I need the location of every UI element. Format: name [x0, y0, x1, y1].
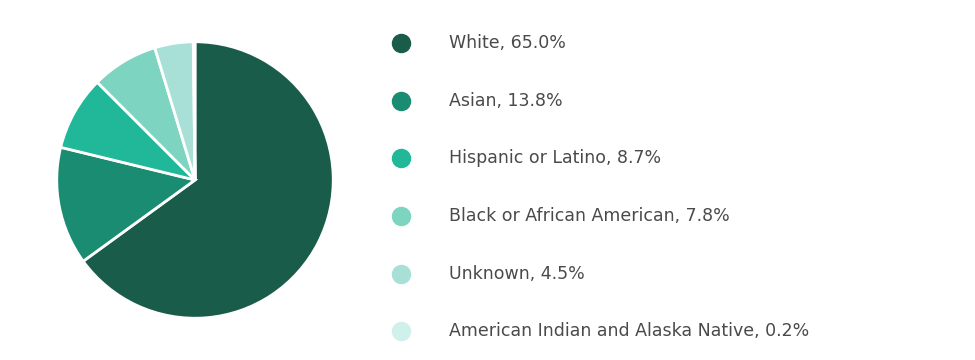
Wedge shape: [98, 48, 195, 180]
Wedge shape: [193, 42, 195, 180]
Wedge shape: [155, 42, 195, 180]
Text: American Indian and Alaska Native, 0.2%: American Indian and Alaska Native, 0.2%: [449, 322, 809, 340]
Wedge shape: [83, 42, 333, 318]
Wedge shape: [60, 82, 195, 180]
Wedge shape: [57, 147, 195, 261]
Text: Black or African American, 7.8%: Black or African American, 7.8%: [449, 207, 730, 225]
Text: Asian, 13.8%: Asian, 13.8%: [449, 92, 563, 110]
Text: Hispanic or Latino, 8.7%: Hispanic or Latino, 8.7%: [449, 149, 661, 167]
Text: White, 65.0%: White, 65.0%: [449, 34, 566, 52]
Text: Unknown, 4.5%: Unknown, 4.5%: [449, 265, 585, 283]
